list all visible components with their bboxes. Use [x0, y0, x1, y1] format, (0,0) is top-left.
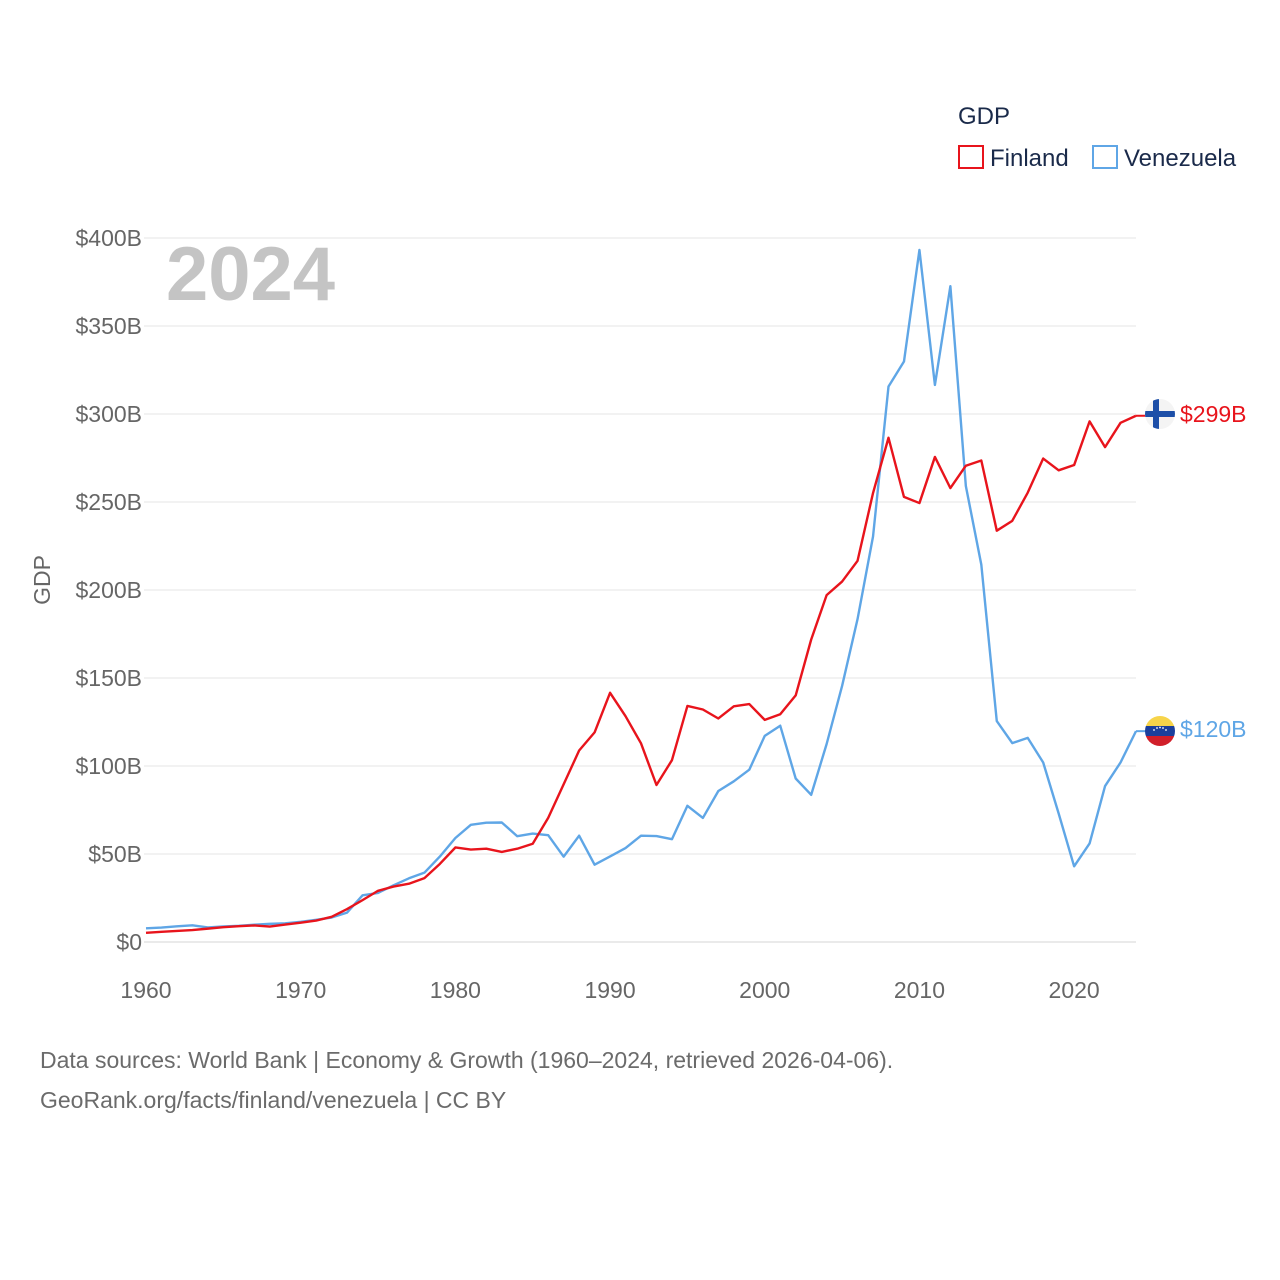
series-line-venezuela[interactable]: [145, 248, 1138, 930]
venezuela-flag-icon: [1145, 716, 1175, 746]
y-tick-label: $300B: [75, 401, 142, 427]
grid-lines: [144, 237, 1136, 943]
venezuela-end-value-label: $120B: [1180, 716, 1247, 742]
chart-footer: Data sources: World Bank | Economy & Gro…: [40, 1040, 893, 1120]
footer-sources: Data sources: World Bank | Economy & Gro…: [40, 1047, 894, 1073]
footer-attribution: GeoRank.org/facts/finland/venezuela | CC…: [40, 1087, 507, 1113]
y-tick-label: $350B: [75, 313, 142, 339]
y-tick-label: $100B: [75, 753, 142, 779]
finland-flag-icon: [1145, 399, 1175, 429]
x-axis-ticks: 1960 1970 1980 1990 2000 2010 2020: [120, 977, 1099, 1003]
y-tick-label: $50B: [88, 841, 142, 867]
legend-swatch-venezuela: [1092, 145, 1118, 169]
x-tick-label: 2020: [1049, 977, 1100, 1003]
year-watermark: 2024: [166, 232, 335, 317]
y-axis-ticks: $0 $50B $100B $150B $200B $250B $300B $350B $400…: [75, 225, 142, 955]
x-tick-label: 1980: [430, 977, 481, 1003]
y-axis-title: GDP: [29, 555, 55, 605]
series-lines: [145, 248, 1146, 935]
x-tick-label: 1960: [120, 977, 171, 1003]
legend-swatch-finland: [958, 145, 984, 169]
legend-title: GDP: [958, 103, 1010, 130]
x-tick-label: 1990: [584, 977, 635, 1003]
legend-label-venezuela: Venezuela: [1124, 145, 1237, 172]
legend-label-finland: Finland: [990, 145, 1069, 172]
x-tick-label: 1970: [275, 977, 326, 1003]
x-tick-label: 2010: [894, 977, 945, 1003]
legend: GDP Finland Venezuela: [958, 103, 1237, 172]
x-tick-label: 2000: [739, 977, 790, 1003]
y-tick-label: $250B: [75, 489, 142, 515]
y-tick-label: $400B: [75, 225, 142, 251]
y-tick-label: $200B: [75, 577, 142, 603]
finland-end-value-label: $299B: [1180, 401, 1247, 427]
y-tick-label: $150B: [75, 665, 142, 691]
series-line-finland[interactable]: [145, 414, 1137, 935]
y-tick-label: $0: [116, 929, 142, 955]
legend-item-finland[interactable]: Finland: [958, 145, 1069, 172]
legend-item-venezuela[interactable]: Venezuela: [1092, 145, 1237, 172]
